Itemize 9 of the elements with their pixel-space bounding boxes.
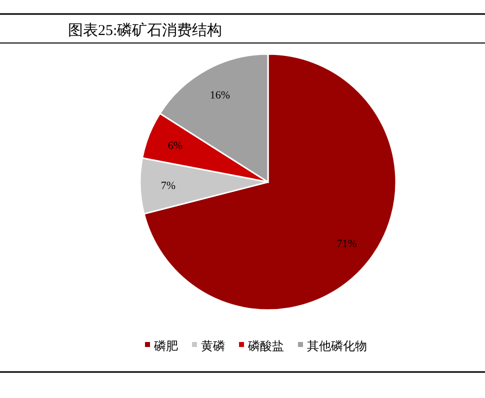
legend-label: 黄磷	[201, 339, 225, 353]
data-label: 16%	[210, 90, 230, 102]
legend-label: 其他磷化物	[307, 339, 367, 353]
data-label: 7%	[160, 180, 176, 192]
legend-label: 磷肥	[153, 339, 178, 353]
data-label: 71%	[336, 238, 357, 250]
data-label: 6%	[168, 140, 183, 152]
chart-title: 图表25:磷矿石消费结构	[68, 22, 222, 39]
legend-label: 磷酸盐	[247, 339, 284, 353]
